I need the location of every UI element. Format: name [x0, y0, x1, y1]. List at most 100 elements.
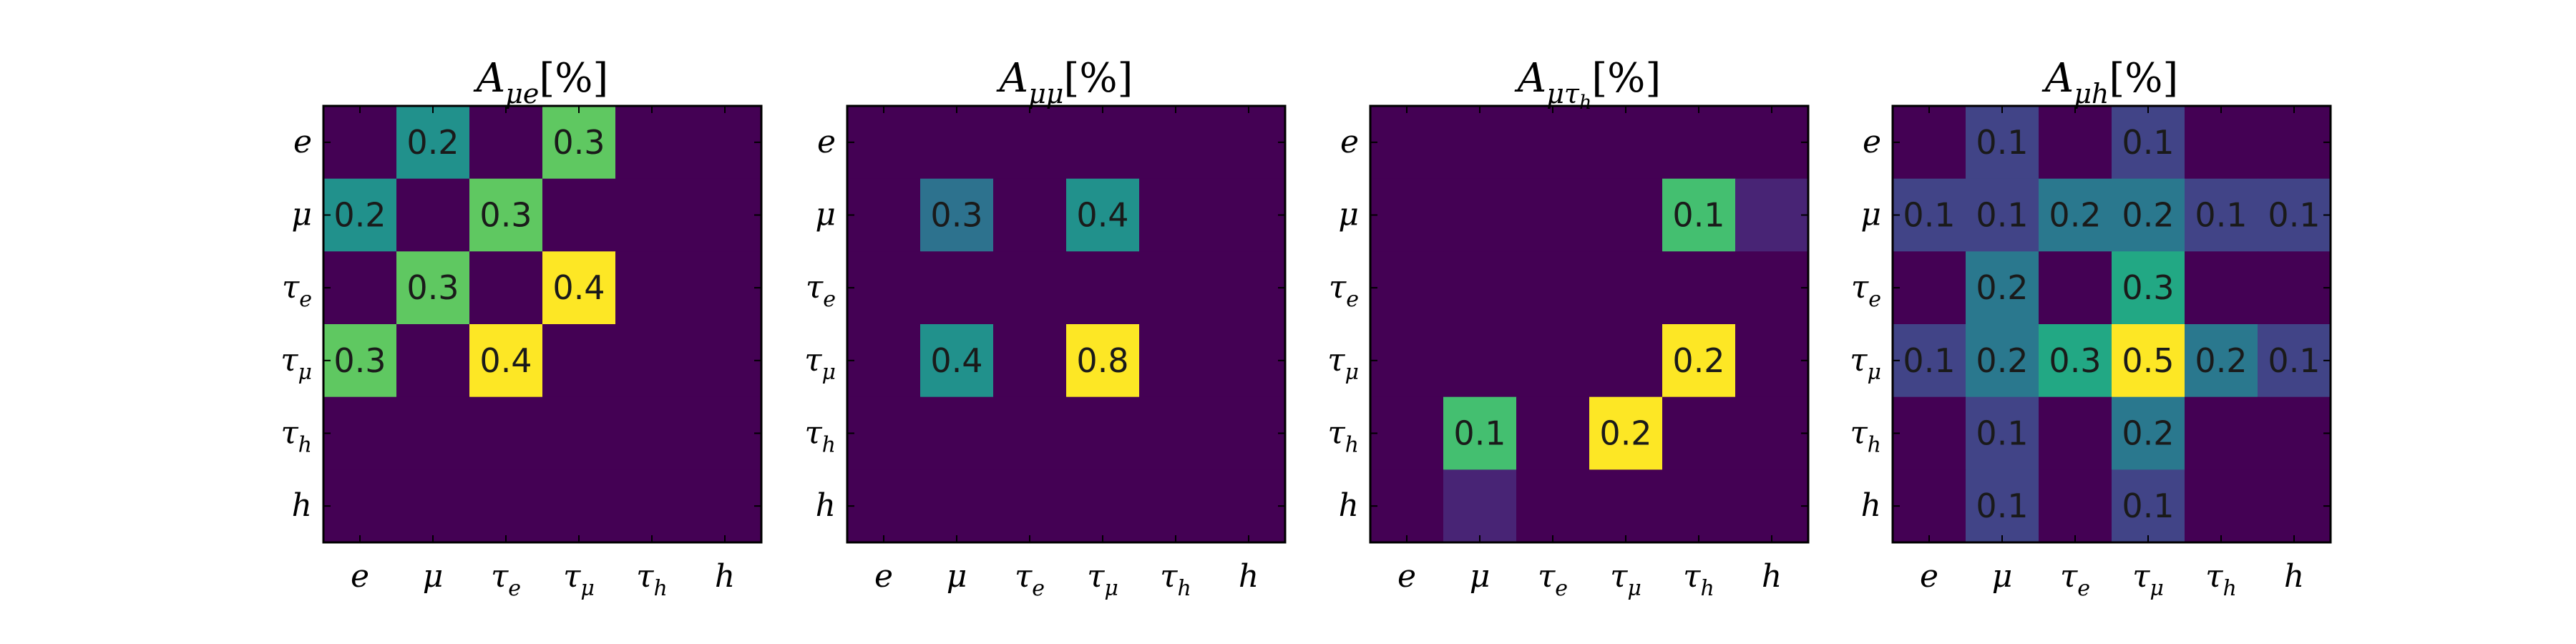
heatmap-cell	[542, 396, 616, 470]
label-base: h	[1861, 487, 1881, 524]
heatmap-cell	[1589, 324, 1663, 398]
heatmap-cell	[1893, 324, 1966, 398]
heatmap-cell	[1735, 396, 1809, 470]
label-base: τ	[2205, 558, 2223, 595]
x-tick-label: μ	[423, 558, 444, 595]
heatmap-cell	[1662, 251, 1736, 325]
label-subscript: e	[823, 287, 836, 312]
cell-value-label: 0.3	[2049, 341, 2101, 380]
label-subscript: e	[1346, 287, 1359, 312]
cell-value-label: 0.1	[2268, 341, 2320, 380]
label-base: h	[2284, 558, 2304, 595]
heatmap-cell	[2185, 469, 2258, 543]
heatmap-cell	[1516, 251, 1590, 325]
heatmap-cell	[920, 251, 994, 325]
label-base: τ	[1683, 558, 1701, 595]
heatmap-cell	[2185, 324, 2258, 398]
heatmap-cell	[2258, 469, 2331, 543]
y-tick-label: μ	[1338, 197, 1359, 233]
heatmap-cell	[1212, 469, 1286, 543]
label-base: τ	[804, 415, 822, 452]
label-subscript: e	[299, 287, 312, 312]
heatmap-cell	[1443, 106, 1517, 180]
y-tick-label: μ	[815, 197, 836, 233]
label-base: A	[1514, 55, 1546, 102]
x-tick-label: h	[2284, 558, 2304, 595]
cell-value-label: 0.1	[2122, 123, 2174, 162]
label-base: μ	[947, 558, 967, 595]
cell-value-label: 0.3	[406, 268, 459, 307]
x-tick-label: τμ	[563, 558, 595, 601]
heatmap-cell	[1966, 324, 2039, 398]
heatmap-cell	[993, 324, 1067, 398]
heatmap-cell	[1443, 324, 1517, 398]
heatmap-cell	[1066, 469, 1140, 543]
label-subscript: μτ	[1546, 78, 1580, 109]
label-base: τ	[1610, 558, 1628, 595]
chart-title: Aμτh[%]	[1514, 55, 1661, 114]
heatmap-cell	[2258, 251, 2331, 325]
heatmap-cell	[1735, 178, 1809, 252]
heatmap-cell	[1589, 178, 1663, 252]
heatmap-cell	[1370, 178, 1444, 252]
heatmap-cell	[1370, 396, 1444, 470]
label-subscript: μ	[1104, 576, 1118, 601]
cell-value-label: 0.4	[930, 341, 982, 380]
label-base: e	[1397, 558, 1416, 595]
heatmap-cell	[1516, 469, 1590, 543]
heatmap-cell	[469, 106, 543, 180]
heatmap-cell	[2039, 396, 2112, 470]
heatmap-cell	[542, 106, 616, 180]
x-tick-label: τh	[1683, 558, 1714, 601]
cell-value-label: 0.2	[2122, 196, 2174, 235]
heatmap-cell	[993, 178, 1067, 252]
heatmap-cell	[615, 469, 689, 543]
label-base: μ	[291, 197, 312, 233]
label-subscript: h	[1178, 576, 1191, 601]
heatmap-cell	[615, 178, 689, 252]
heatmap-cell	[688, 178, 762, 252]
x-tick-label: τμ	[1087, 558, 1118, 601]
heatmap-cell	[396, 106, 470, 180]
x-tick-label: τh	[1160, 558, 1191, 601]
heatmap-cell	[1966, 106, 2039, 180]
heatmap-cell	[542, 251, 616, 325]
label-base: e	[874, 558, 893, 595]
chart-title: Aμμ[%]	[996, 55, 1133, 109]
y-tick-label: τh	[804, 415, 836, 458]
x-tick-label: e	[351, 558, 369, 595]
title-suffix: [%]	[1063, 55, 1133, 102]
y-tick-label: τe	[282, 269, 312, 312]
heatmap-cell	[1735, 251, 1809, 325]
heatmap-cell	[2185, 178, 2258, 252]
x-tick-label: τe	[1015, 558, 1045, 601]
heatmap-cell	[1370, 251, 1444, 325]
cell-value-label: 0.8	[1076, 341, 1128, 380]
heatmap-cell	[1443, 396, 1517, 470]
heatmap-cell	[1139, 469, 1213, 543]
heatmap-cell	[2258, 178, 2331, 252]
x-tick-label: τh	[2205, 558, 2237, 601]
heatmap-cell	[1370, 106, 1444, 180]
y-tick-label: h	[816, 487, 836, 524]
label-base: e	[293, 124, 312, 160]
heatmap-cell	[542, 324, 616, 398]
label-base: τ	[1538, 558, 1556, 595]
y-tick-label: τh	[1850, 415, 1881, 458]
heatmap-cell	[2258, 396, 2331, 470]
heatmap-cell	[1893, 396, 1966, 470]
y-tick-label: e	[1340, 124, 1359, 160]
cell-value-label: 0.1	[1976, 414, 2028, 453]
heatmap-cell	[1066, 251, 1140, 325]
heatmap-cell	[1066, 324, 1140, 398]
heatmap-cell	[396, 396, 470, 470]
heatmap-cell	[2112, 469, 2185, 543]
label-subscript: e	[2077, 576, 2090, 601]
heatmap-cell	[1662, 469, 1736, 543]
cell-value-label: 0.1	[1903, 196, 1955, 235]
y-tick-label: μ	[1860, 197, 1881, 233]
heatmap-cell	[993, 251, 1067, 325]
cell-value-label: 0.4	[479, 341, 532, 380]
cell-value-label: 0.2	[2195, 341, 2247, 380]
